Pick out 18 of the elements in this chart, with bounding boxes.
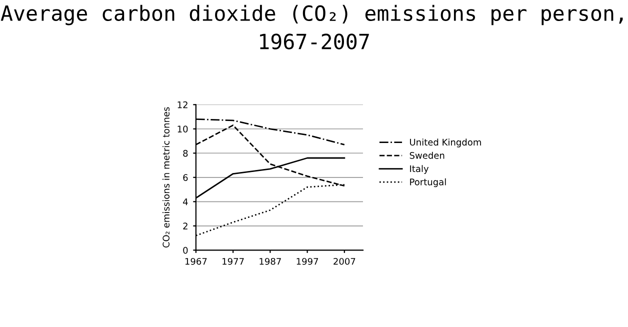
legend-label: United Kingdom xyxy=(410,138,481,148)
y-tick-label: 8 xyxy=(183,150,188,157)
x-tick-label: 2007 xyxy=(334,258,356,265)
legend-label: Italy xyxy=(410,165,429,174)
y-axis-title: CO₂ emissions in metric tonnes xyxy=(162,107,170,248)
x-tick-label: 1987 xyxy=(260,258,281,265)
x-tick-label: 1967 xyxy=(185,258,207,265)
chart-title: Average carbon dioxide (CO₂) emissions per person, 1967-2007 xyxy=(0,4,623,50)
y-tick-label: 4 xyxy=(182,198,188,206)
x-tick-label: 1977 xyxy=(222,258,244,265)
legend-label: Portugal xyxy=(410,178,446,188)
y-tick-label: 6 xyxy=(183,174,188,181)
y-tick-label: 10 xyxy=(178,126,188,132)
y-tick-label: 12 xyxy=(178,101,188,108)
y-tick-label: 2 xyxy=(183,222,188,230)
x-tick-label: 1997 xyxy=(296,258,318,265)
legend-label: Sweden xyxy=(410,152,444,159)
y-tick-label: 0 xyxy=(183,246,188,254)
